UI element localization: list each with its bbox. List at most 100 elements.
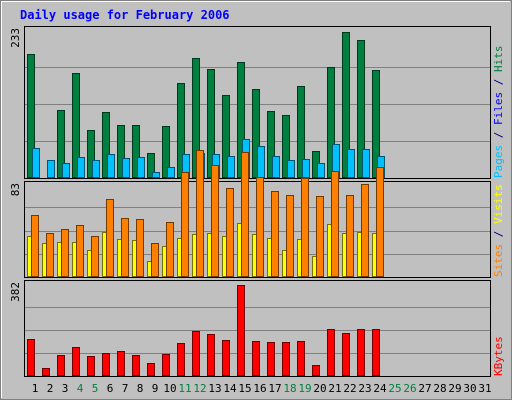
bar-pages bbox=[152, 172, 160, 178]
bar-sites bbox=[286, 195, 294, 277]
x-tick-label: 8 bbox=[137, 382, 144, 395]
x-tick-label: 22 bbox=[343, 382, 356, 395]
bar-hits bbox=[27, 54, 35, 178]
x-tick-label: 11 bbox=[178, 382, 191, 395]
panel-kbytes: 382 KBytes bbox=[9, 280, 505, 377]
axis-label-part: / bbox=[492, 224, 505, 244]
bar-pages bbox=[62, 163, 70, 178]
bar-sites bbox=[361, 184, 369, 277]
x-tick-label: 2 bbox=[47, 382, 54, 395]
chart-title: Daily usage for February 2006 bbox=[20, 8, 230, 22]
bar-hits bbox=[72, 73, 80, 178]
bar-pages bbox=[302, 159, 310, 178]
bar-sites bbox=[106, 199, 114, 277]
bar-sites bbox=[181, 172, 189, 277]
bar-kbytes bbox=[192, 331, 200, 376]
x-tick-label: 23 bbox=[358, 382, 371, 395]
bar-kbytes bbox=[177, 343, 185, 376]
bar-pages bbox=[257, 146, 265, 178]
bar-kbytes bbox=[162, 354, 170, 376]
x-axis-labels: 1 2 3 4 5 6 7 8 9 10 11 12 13 14 15 16 17 18 19 20 21 22 23 24 2… bbox=[32, 382, 492, 395]
bar-sites bbox=[76, 225, 84, 277]
x-tick-label: 28 bbox=[433, 382, 446, 395]
axis-label-part: KBytes bbox=[492, 336, 505, 376]
x-tick-label: 27 bbox=[418, 382, 431, 395]
bar-hits bbox=[282, 115, 290, 178]
x-tick-label: 25 bbox=[388, 382, 401, 395]
bar-hits bbox=[357, 40, 365, 178]
series-kbytes bbox=[27, 285, 380, 376]
bar-sites bbox=[61, 229, 69, 277]
bar-sites bbox=[31, 215, 39, 277]
bar-kbytes bbox=[282, 342, 290, 376]
bar-sites bbox=[331, 171, 339, 277]
bar-hits bbox=[87, 130, 95, 178]
panel-visits: 83 Sites / Visits bbox=[9, 150, 505, 278]
bar-sites bbox=[376, 167, 384, 277]
bar-pages bbox=[317, 163, 325, 178]
x-tick-label: 16 bbox=[253, 382, 266, 395]
panel-hits: 233 Pages / Files / Hits bbox=[9, 26, 505, 179]
x-tick-label: 3 bbox=[62, 382, 69, 395]
x-tick-label: 26 bbox=[403, 382, 416, 395]
bar-sites bbox=[226, 188, 234, 277]
bar-sites bbox=[46, 233, 54, 277]
bar-kbytes bbox=[42, 368, 50, 376]
bar-hits bbox=[147, 153, 155, 178]
bar-hits bbox=[267, 111, 275, 178]
bar-sites bbox=[256, 177, 264, 277]
panel-kbytes-max-label: 382 bbox=[9, 282, 22, 302]
bar-kbytes bbox=[327, 329, 335, 376]
bar-kbytes bbox=[252, 341, 260, 376]
axis-label-part: Hits bbox=[492, 46, 505, 73]
bar-kbytes bbox=[297, 341, 305, 376]
axis-label-part: / bbox=[492, 125, 505, 145]
x-tick-label: 4 bbox=[77, 382, 84, 395]
bar-pages bbox=[77, 157, 85, 178]
bar-hits bbox=[297, 86, 305, 178]
bar-pages bbox=[107, 154, 115, 178]
x-tick-label: 12 bbox=[193, 382, 206, 395]
bar-sites bbox=[346, 195, 354, 277]
bar-kbytes bbox=[222, 340, 230, 376]
bar-sites bbox=[316, 196, 324, 277]
bar-kbytes bbox=[87, 356, 95, 376]
x-tick-label: 5 bbox=[92, 382, 99, 395]
bar-sites bbox=[136, 219, 144, 277]
x-tick-label: 18 bbox=[283, 382, 296, 395]
bar-kbytes bbox=[312, 365, 320, 376]
bar-sites bbox=[121, 218, 129, 277]
x-tick-label: 9 bbox=[152, 382, 159, 395]
bar-kbytes bbox=[27, 339, 35, 376]
bar-kbytes bbox=[237, 285, 245, 376]
x-tick-label: 14 bbox=[223, 382, 237, 395]
x-tick-label: 30 bbox=[463, 382, 476, 395]
series-hits bbox=[27, 32, 380, 178]
bar-pages bbox=[32, 148, 40, 178]
bar-hits bbox=[117, 125, 125, 178]
chart-panels: 233 Pages / Files / Hits 83 Sites / Visits 3… bbox=[9, 26, 505, 377]
bar-pages bbox=[227, 156, 235, 178]
x-tick-label: 13 bbox=[208, 382, 221, 395]
bar-sites bbox=[91, 236, 99, 277]
axis-label-part: Pages bbox=[492, 145, 505, 178]
bar-kbytes bbox=[72, 347, 80, 376]
bar-hits bbox=[132, 125, 140, 178]
bar-kbytes bbox=[147, 363, 155, 376]
bar-pages bbox=[122, 158, 130, 178]
x-tick-label: 19 bbox=[298, 382, 311, 395]
bar-hits bbox=[342, 32, 350, 178]
bar-sites bbox=[301, 178, 309, 277]
axis-label-part: Visits bbox=[492, 184, 505, 224]
x-tick-label: 31 bbox=[478, 382, 491, 395]
axis-label-part: Sites bbox=[492, 244, 505, 277]
axis-label-part: Files bbox=[492, 92, 505, 125]
panel-hits-axis-label: Pages / Files / Hits bbox=[492, 46, 505, 179]
bar-sites bbox=[166, 222, 174, 277]
x-tick-label: 29 bbox=[448, 382, 461, 395]
bar-pages bbox=[137, 157, 145, 178]
bar-sites bbox=[271, 191, 279, 277]
x-tick-label: 20 bbox=[313, 382, 326, 395]
x-tick-label: 17 bbox=[268, 382, 281, 395]
bar-kbytes bbox=[372, 329, 380, 376]
